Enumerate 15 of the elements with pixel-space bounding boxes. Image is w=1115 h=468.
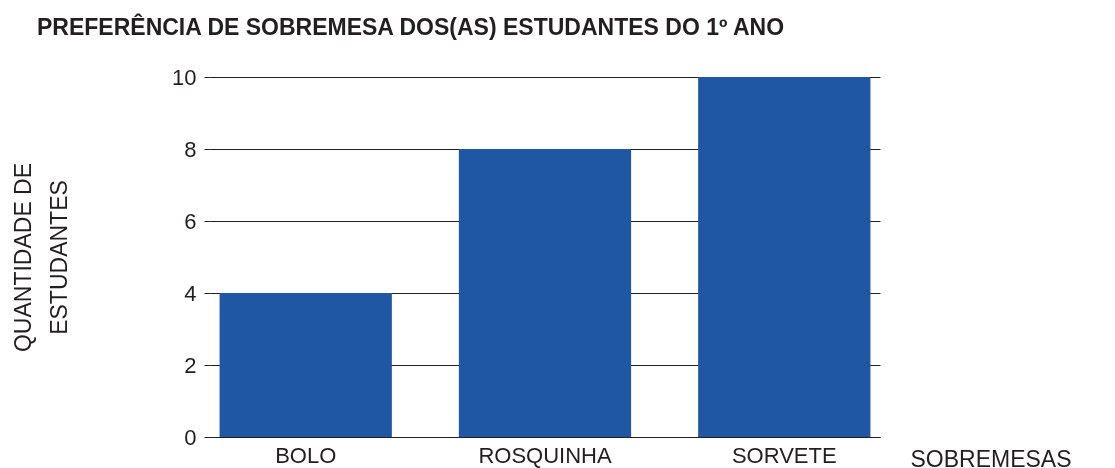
y-tick-label: 2: [184, 352, 197, 378]
y-tick-label: 0: [184, 424, 197, 450]
y-tick-label: 4: [184, 280, 197, 306]
y-axis-title: QUANTIDADE DE ESTUDANTES: [9, 162, 72, 353]
x-tick-label: BOLO: [275, 442, 337, 468]
x-tick-label: SORVETE: [731, 442, 837, 468]
chart-title: PREFERÊNCIA DE SOBREMESA DOS(AS) ESTUDANTES DO 1º ANO: [37, 13, 785, 40]
bar: [219, 293, 392, 437]
y-tick-label: 8: [184, 136, 197, 162]
x-axis-title: SOBREMESAS: [910, 445, 1072, 468]
bar: [698, 77, 871, 437]
y-tick-label: 10: [172, 64, 197, 90]
x-tick-label: ROSQUINHA: [478, 442, 612, 468]
bar: [458, 149, 632, 437]
y-tick-label: 6: [184, 208, 197, 234]
